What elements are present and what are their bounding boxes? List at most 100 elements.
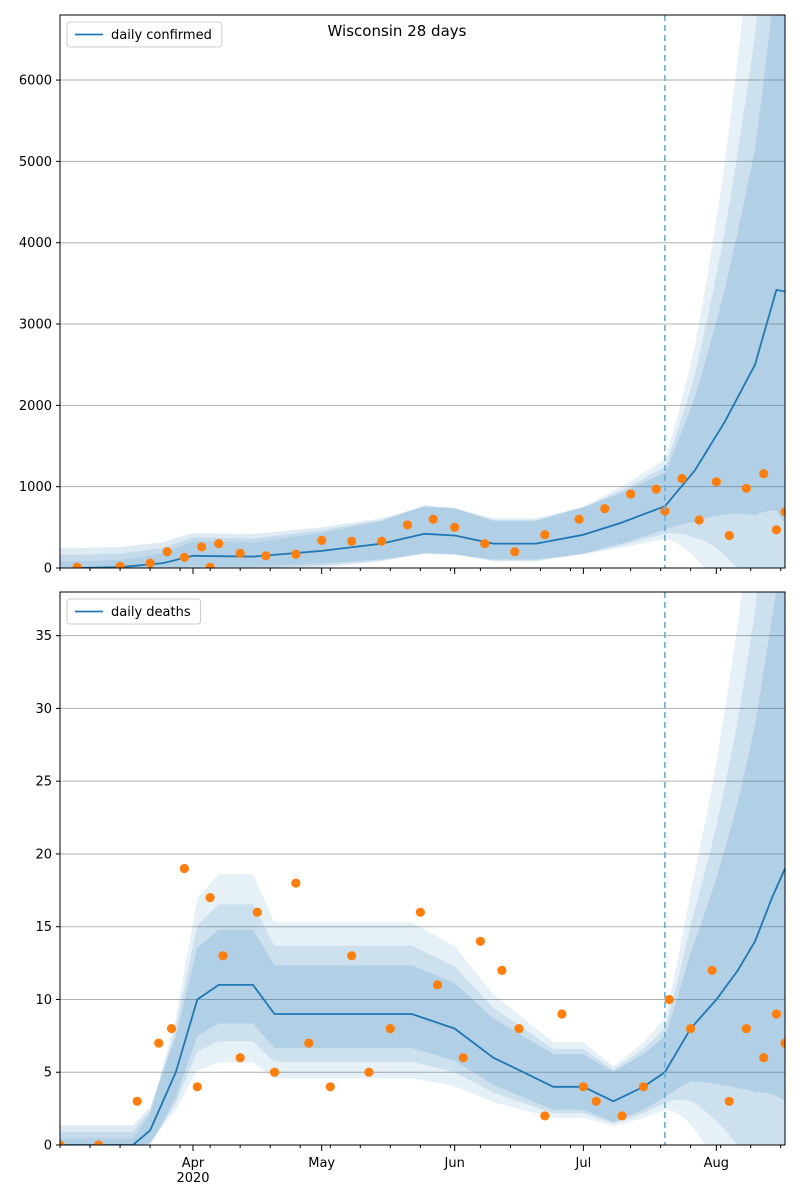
data-point	[759, 1053, 769, 1063]
data-point	[402, 520, 413, 530]
data-point	[741, 1024, 752, 1034]
data-point	[480, 539, 490, 549]
data-point	[617, 1111, 627, 1121]
confidence-band	[60, 15, 785, 568]
data-point	[179, 552, 189, 563]
y-tick-label: 0	[44, 1139, 52, 1154]
data-point	[591, 1096, 601, 1106]
data-point	[780, 507, 785, 517]
data-point	[145, 558, 155, 568]
series-line-daily-deaths	[60, 868, 785, 1145]
data-point	[261, 551, 271, 561]
confidence-band	[60, 592, 785, 1145]
data-point	[115, 561, 125, 568]
data-point	[304, 1038, 314, 1048]
data-point	[218, 951, 228, 961]
x-tick-label: May	[308, 1156, 335, 1171]
data-point	[660, 506, 670, 516]
y-tick-label: 35	[35, 629, 52, 644]
data-point	[377, 536, 387, 546]
data-point	[711, 477, 722, 487]
data-point	[724, 530, 734, 541]
y-tick-label: 20	[35, 847, 52, 862]
data-point	[162, 547, 172, 557]
data-point	[94, 1140, 104, 1145]
legend-box	[66, 598, 202, 625]
data-point	[132, 1096, 142, 1106]
y-tick-label: 25	[35, 775, 52, 790]
data-point	[626, 489, 636, 499]
legend-label: daily confirmed	[111, 28, 212, 43]
data-point	[347, 951, 357, 961]
data-point	[72, 562, 82, 568]
data-point	[364, 1067, 374, 1077]
legend: daily deaths	[66, 598, 202, 625]
data-point	[179, 863, 189, 874]
y-tick-label: 30	[35, 702, 52, 717]
y-tick-label: 1000	[19, 480, 52, 495]
x-tick-label: Apr	[182, 1156, 205, 1171]
data-point	[759, 469, 769, 479]
plot-frame	[59, 14, 786, 569]
data-point	[205, 562, 215, 568]
y-tick-label: 15	[35, 920, 52, 935]
x-tick-label: Jun	[444, 1156, 465, 1171]
panel-daily-confirmed: 0 1000 2000 3000 4000 5000 6000 Wisconsin 28 da…	[19, 14, 786, 577]
confidence-band	[60, 592, 785, 1145]
data-point	[192, 1082, 202, 1092]
confidence-band	[60, 592, 785, 1145]
data-point	[317, 535, 327, 546]
data-point	[771, 1009, 782, 1019]
data-point	[686, 1024, 696, 1034]
legend: daily confirmed	[66, 21, 223, 48]
data-point	[651, 484, 661, 494]
legend-box	[66, 21, 223, 48]
data-point	[415, 907, 425, 917]
data-point	[325, 1082, 335, 1092]
data-point	[428, 514, 438, 524]
data-point	[497, 965, 507, 976]
data-point	[677, 473, 687, 484]
data-point	[475, 936, 485, 946]
data-point	[574, 514, 584, 524]
y-tick-label: 4000	[19, 236, 52, 251]
legend-label: daily deaths	[111, 605, 191, 620]
data-point	[205, 893, 215, 903]
y-tick-label: 3000	[19, 318, 52, 333]
plot-frame	[59, 591, 786, 1146]
y-tick-label: 2000	[19, 399, 52, 414]
y-tick-label: 0	[44, 562, 52, 577]
data-point	[741, 483, 752, 493]
data-point	[60, 1140, 65, 1145]
data-point	[771, 525, 782, 535]
confidence-band	[60, 15, 785, 568]
data-point	[450, 522, 460, 532]
chart-title: Wisconsin 28 days	[328, 22, 467, 40]
data-point	[235, 1053, 245, 1063]
series-line-daily-confirmed	[77, 288, 785, 568]
data-point	[724, 1096, 734, 1106]
data-point	[214, 539, 224, 549]
data-point	[664, 994, 674, 1005]
data-point	[235, 548, 245, 559]
y-tick-label: 6000	[19, 74, 52, 89]
data-point	[166, 1024, 177, 1034]
data-point	[385, 1024, 395, 1034]
x-tick-year-label: 2020	[176, 1171, 209, 1186]
y-tick-label: 5000	[19, 155, 52, 170]
y-tick-label: 5	[44, 1066, 52, 1081]
data-point	[638, 1082, 649, 1092]
data-point	[510, 547, 520, 557]
data-point	[197, 542, 207, 552]
data-point	[154, 1038, 164, 1048]
data-point	[707, 965, 717, 976]
data-point	[269, 1067, 280, 1077]
data-point	[578, 1082, 589, 1092]
data-point	[540, 1111, 550, 1121]
x-tick-label: Aug	[704, 1156, 729, 1171]
data-point	[347, 536, 357, 546]
confidence-band	[60, 15, 785, 568]
x-tick-label: Jul	[575, 1156, 592, 1171]
